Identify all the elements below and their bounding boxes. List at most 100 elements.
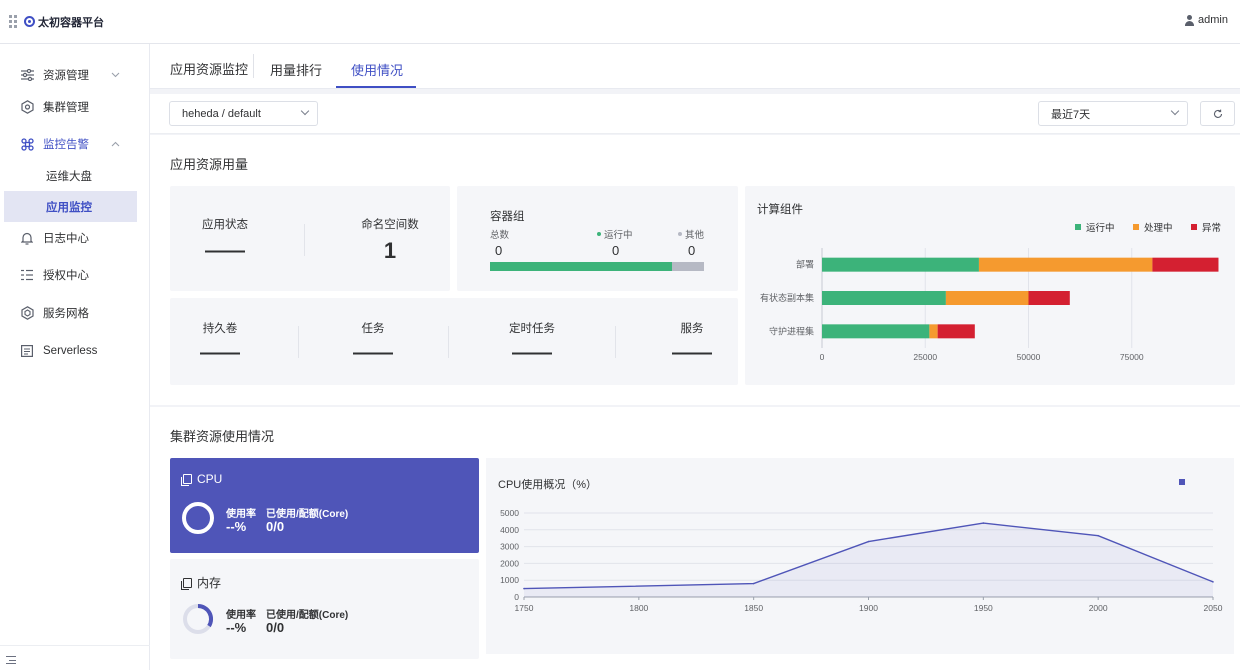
legend-swatch	[1133, 224, 1139, 230]
sidebar-subitem-ops-dashboard[interactable]: 运维大盘	[4, 160, 137, 191]
stat-divider	[448, 326, 449, 358]
y-tick-label: 5000	[500, 508, 519, 518]
sidebar-item-service-mesh[interactable]: 服务网格	[0, 299, 150, 327]
data-point	[982, 522, 985, 524]
app-status-card: 应用状态 —— 命名空间数 1	[170, 186, 450, 291]
sidebar-item-log-center[interactable]: 日志中心	[0, 224, 150, 252]
resource-counts-card: 持久卷 —— 任务 —— 定时任务 —— 服务 ——	[170, 298, 738, 385]
pods-running-legend: 运行中	[597, 227, 633, 241]
chevron-down-icon	[111, 70, 120, 80]
pv-value: ——	[200, 342, 240, 364]
jobs-value: ——	[353, 342, 393, 364]
app-status-value: ——	[205, 240, 245, 262]
cpu-card-title: CPU	[181, 472, 222, 486]
sidebar-item-label: 集群管理	[43, 102, 89, 114]
app-status-label: 应用状态	[202, 219, 248, 231]
cpu-quota-label: 已使用/配额(Core)	[266, 509, 349, 520]
pods-running-label: 运行中	[604, 230, 633, 241]
top-bar: 太初容器平台 admin	[0, 0, 1240, 44]
sidebar-item-auth-center[interactable]: 授权中心	[0, 261, 150, 289]
active-tab-indicator	[336, 86, 416, 88]
pods-running-value: 0	[612, 243, 620, 258]
sliders-icon	[20, 68, 34, 82]
bell-icon	[20, 231, 34, 245]
data-point	[867, 540, 870, 543]
compute-chart-title: 计算组件	[757, 204, 803, 216]
sidebar-item-monitoring-alerts[interactable]: 监控告警	[0, 130, 150, 158]
bar-segment	[822, 257, 979, 272]
sidebar-item-serverless[interactable]: Serverless	[0, 337, 150, 365]
x-tick-label: 1800	[629, 603, 648, 613]
pods-other-legend: 其他	[678, 227, 704, 241]
sidebar-subitem-label: 应用监控	[46, 201, 92, 214]
time-range-select[interactable]: 最近7天	[1038, 101, 1188, 126]
cpu-usage-chart: 0 1000 2000 3000 4000 5000 1750 1800 1850 1900 195…	[500, 479, 1223, 613]
tab-divider	[253, 54, 254, 78]
cpu-usage-label: 使用率	[226, 509, 256, 520]
jobs-label: 任务	[361, 323, 385, 335]
command-icon	[20, 137, 34, 151]
tab-usage-ranking[interactable]: 用量排行	[270, 63, 323, 78]
cpu-chart-title: CPU使用概况（%）	[498, 479, 598, 491]
series-line	[523, 522, 1214, 590]
x-tick-label: 75000	[1120, 352, 1144, 362]
sidebar-item-label: Serverless	[43, 345, 98, 357]
app-grid-icon[interactable]	[6, 15, 20, 29]
mesh-hexagon-icon	[20, 306, 34, 320]
sidebar-subitem-app-monitoring[interactable]: 应用监控	[4, 191, 137, 222]
x-tick-label: 50000	[1017, 352, 1041, 362]
y-tick-label: 0	[514, 592, 519, 602]
app-usage-panel: 应用资源用量 应用状态 —— 命名空间数 1 容器组 总数 0 运行中 0 其他…	[150, 135, 1240, 405]
x-tick-label: 1900	[859, 603, 878, 613]
tab-usage-status[interactable]: 使用情况	[351, 63, 404, 78]
y-category-label: 有状态副本集	[760, 292, 814, 303]
time-range-select-value: 最近7天	[1051, 108, 1091, 121]
pods-total-value: 0	[495, 243, 503, 258]
legend-swatch	[1075, 224, 1081, 230]
memory-card-title: 内存	[181, 574, 221, 591]
cronjobs-value: ——	[512, 342, 552, 364]
memory-quota-value: 0/0	[266, 620, 285, 635]
memory-card[interactable]: 内存 使用率 --% 已使用/配额(Core) 0/0	[170, 559, 479, 659]
refresh-button[interactable]	[1200, 101, 1235, 126]
user-menu[interactable]: admin	[1184, 14, 1228, 26]
bar-segment	[822, 291, 946, 305]
sidebar-item-resource-management[interactable]: 资源管理	[0, 61, 150, 89]
cpu-usage-ring	[182, 502, 214, 534]
memory-quota-label: 已使用/配额(Core)	[266, 610, 349, 621]
legend-label: 异常	[1202, 222, 1221, 234]
cluster-usage-panel: 集群资源使用情况 CPU 使用率 --% 已使用/配额(Core) 0/0 内存…	[150, 407, 1240, 670]
x-tick-label: 1950	[974, 603, 993, 613]
data-point	[523, 587, 525, 590]
bar-segment	[978, 257, 1153, 272]
x-tick-label: 1750	[515, 603, 534, 613]
cpu-card[interactable]: CPU 使用率 --% 已使用/配额(Core) 0/0	[170, 458, 479, 553]
data-point	[752, 582, 755, 585]
memory-usage-value: --%	[226, 620, 247, 635]
y-tick-label: 3000	[500, 542, 519, 552]
sidebar-item-cluster-management[interactable]: 集群管理	[0, 93, 150, 121]
hexagon-gear-icon	[20, 100, 34, 114]
pods-progress-bar	[490, 262, 704, 271]
x-tick-label: 2050	[1204, 603, 1223, 613]
pv-label: 持久卷	[202, 323, 238, 335]
sidebar-item-label: 日志中心	[43, 233, 89, 245]
sidebar-item-label: 服务网格	[43, 308, 89, 320]
legend-swatch	[1191, 224, 1197, 230]
cpu-quota-value: 0/0	[266, 519, 285, 534]
pods-other-label: 其他	[685, 230, 705, 241]
app-title: 太初容器平台	[38, 16, 104, 29]
sidebar-subitem-label: 运维大盘	[46, 170, 92, 183]
chevron-down-icon	[300, 106, 310, 116]
namespace-select[interactable]: heheda / default	[169, 101, 318, 126]
chevron-down-icon	[1170, 106, 1180, 116]
tab-bar: 应用资源监控 用量排行 使用情况	[150, 44, 1240, 89]
sidebar: 资源管理 集群管理 监控告警 运维大盘 应用监控 日志中心 授权中心	[0, 44, 150, 670]
data-point	[1097, 534, 1099, 537]
collapse-menu-icon[interactable]	[6, 656, 16, 664]
pods-title: 容器组	[490, 211, 525, 223]
series-area	[524, 523, 1213, 597]
pods-card: 容器组 总数 0 运行中 0 其他 0	[457, 186, 738, 291]
x-tick-label: 25000	[913, 352, 937, 362]
